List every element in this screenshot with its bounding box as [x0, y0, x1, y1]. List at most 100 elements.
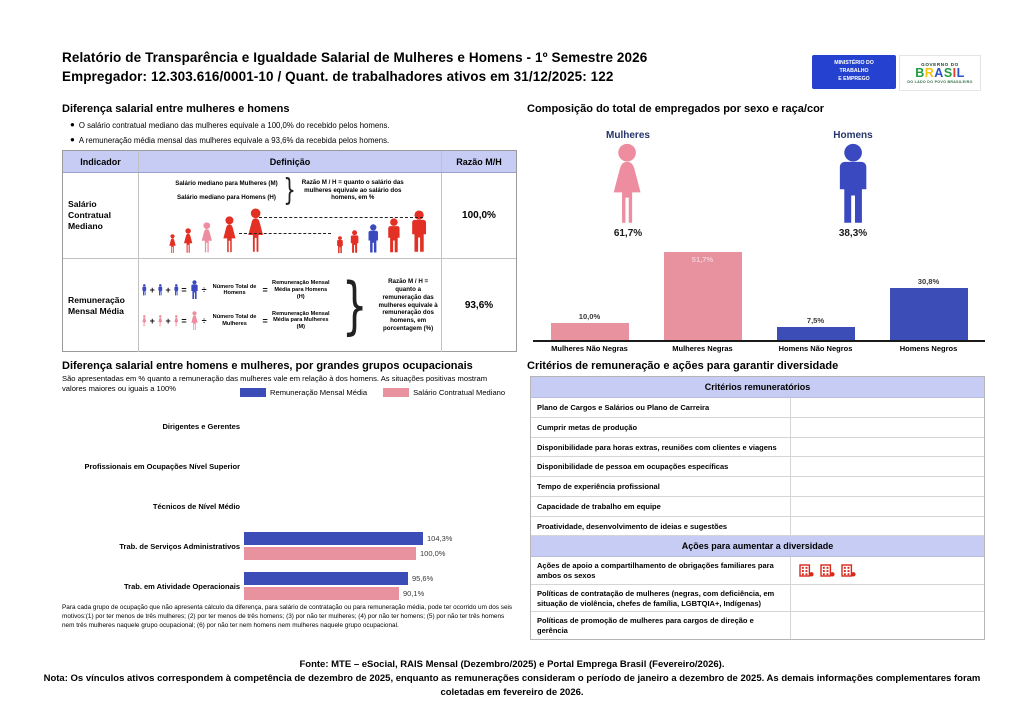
formula-women-divisor: Número Total de Mulheres — [212, 313, 257, 327]
chart-legend: Remuneração Mensal Média Salário Contrat… — [240, 388, 505, 397]
criteria-value-cell — [791, 438, 984, 457]
occupational-row: Profissionais em Ocupações Nível Superio… — [62, 446, 517, 486]
gov-logo-tagline: DO LADO DO POVO BRASILEIRO — [907, 79, 973, 84]
operator: + — [149, 315, 155, 326]
bar-value-label: 90,1% — [403, 589, 425, 598]
category-label: Homens Não Negros — [778, 344, 853, 353]
criteria-value-cell — [791, 477, 984, 496]
razao-value: 93,6% — [464, 300, 494, 311]
criteria-row: Proatividade, desenvolvimento de ideias … — [531, 516, 984, 537]
ocupacional-subtitle: São apresentadas em % quanto a remuneraç… — [62, 374, 488, 394]
woman-icon — [223, 216, 236, 253]
bar — [244, 587, 399, 600]
operator: + — [165, 315, 171, 326]
section-title-criterios: Critérios de remuneração e ações para ga… — [527, 360, 839, 372]
operator: + — [165, 285, 171, 296]
criteria-label: Plano de Cargos e Salários ou Plano de C… — [531, 398, 791, 417]
building-icon — [820, 564, 835, 577]
equals-operator: = — [262, 315, 268, 326]
criteria-row: Cumprir metas de produção — [531, 417, 984, 438]
footer-fonte: Fonte: MTE – eSocial, RAIS Mensal (Dezem… — [299, 659, 725, 670]
criteria-label: Políticas de promoção de mulheres para c… — [531, 612, 791, 639]
criteria-value-cell — [791, 497, 984, 516]
woman-icon — [190, 310, 198, 330]
bars-area: 95,6% 90,1% — [244, 572, 433, 600]
footer-nota: Nota: Os vínculos ativos correspondem à … — [43, 673, 981, 698]
homens-label: Homens — [833, 130, 873, 141]
mte-logo-text: MINISTÉRIO DO TRABALHO E EMPREGO — [834, 60, 874, 82]
razao-note: Razão M / H = quanto a remuneração das m… — [378, 278, 438, 332]
man-icon — [337, 236, 344, 254]
col-header-definicao: Definição — [139, 151, 442, 172]
man-icon — [158, 284, 163, 296]
occupational-row: Trab. em Atividade Operacionais 95,6% 90,1… — [62, 566, 517, 606]
median-dashed-line — [239, 233, 331, 234]
criteria-row: Disponibilidade de pessoa em ocupações e… — [531, 457, 984, 477]
bar-value-label: 10,0% — [578, 312, 601, 321]
section-title-composicao: Composição do total de empregados por se… — [527, 103, 825, 115]
mte-logo: MINISTÉRIO DO TRABALHO E EMPREGO — [812, 55, 896, 89]
formula-women-icons: + + = — [141, 310, 200, 331]
woman-icon — [174, 314, 178, 326]
bar — [550, 323, 629, 340]
formula-men-result: Remuneração Mensal Média para Homens (H) — [272, 280, 330, 300]
median-pictogram-left — [167, 208, 268, 254]
man-icon — [190, 280, 198, 300]
criteria-label: Disponibilidade de pessoa em ocupações e… — [531, 457, 791, 476]
bar-value-label: 30,8% — [917, 277, 940, 286]
homens-percent: 38,3% — [838, 228, 868, 239]
criteria-value-cell — [791, 418, 984, 437]
occupational-row: Trab. de Serviços Administrativos 104,3% 1… — [62, 526, 517, 566]
occupation-label: Profissionais em Ocupações Nível Superio… — [84, 461, 240, 471]
legend-label: Salário Contratual Mediano — [413, 388, 506, 397]
criteria-label: Capacidade de trabalho em equipe — [531, 496, 791, 516]
legend-item-remuneracao: Remuneração Mensal Média — [240, 388, 367, 397]
median-pictogram — [141, 206, 439, 256]
man-icon — [839, 143, 867, 223]
criteria-row: Plano de Cargos e Salários ou Plano de C… — [531, 398, 984, 418]
criteria-label: Cumprir metas de produção — [531, 417, 791, 437]
table-row-remuneracao-media: Remuneração Mensal Média + + = ÷ Número To… — [63, 259, 516, 352]
criteria-row: Tempo de experiência profissional — [531, 477, 984, 497]
occupation-label: Trab. em Atividade Operacionais — [123, 581, 240, 591]
brace-glyph: } — [283, 173, 296, 208]
criteria-row: Políticas de promoção de mulheres para c… — [531, 612, 984, 639]
formula-women: + + = ÷ Número Total de Mulheres = Remuner… — [141, 311, 332, 331]
section-title-diferenca: Diferença salarial entre mulheres e home… — [62, 103, 290, 115]
criteria-row: Ações de apoio a compartilhamento de obr… — [531, 557, 984, 585]
criteria-value-cell — [791, 517, 984, 536]
criteria-label: Proatividade, desenvolvimento de ideias … — [531, 516, 791, 536]
criteria-value-cell — [791, 612, 984, 639]
bar — [244, 532, 423, 545]
indicator-table: Indicador Definição Razão M/H Salário Co… — [62, 150, 517, 352]
legend-swatch-blue — [240, 388, 266, 397]
bar-slot: 10,0% — [533, 312, 646, 340]
bar — [889, 288, 968, 340]
definition-cell: + + = ÷ Número Total de Homens = Remuneraç… — [139, 259, 442, 352]
bar-value-label: 51,7% — [691, 255, 714, 264]
occupation-label: Dirigentes e Gerentes — [162, 421, 240, 431]
formula-men-divisor: Número Total de Homens — [212, 283, 257, 297]
bars-area: 104,3% 100,0% — [244, 532, 452, 560]
sex-race-chart-bars: 10,0% 51,7% 7,5% 30,8% — [533, 247, 985, 342]
operator: = — [181, 285, 187, 296]
indicator-table-header: Indicador Definição Razão M/H — [63, 151, 516, 173]
col-header-indicador: Indicador — [63, 151, 139, 172]
median-dashed-line — [259, 217, 423, 218]
bar: 51,7% — [663, 252, 742, 340]
gov-brasil-logo: GOVERNO DO BRASIL DO LADO DO POVO BRASIL… — [899, 55, 981, 91]
woman-icon — [158, 314, 163, 326]
criteria-value-cell — [791, 398, 984, 417]
bar — [244, 547, 416, 560]
report-title: Relatório de Transparência e Igualdade S… — [62, 50, 648, 65]
man-icon — [368, 224, 378, 253]
criteria-label: Tempo de experiência profissional — [531, 477, 791, 496]
bar — [244, 572, 408, 585]
woman-icon — [142, 314, 147, 326]
category-label: Mulheres Não Negras — [551, 344, 628, 353]
woman-icon — [183, 228, 193, 253]
woman-icon — [201, 222, 213, 253]
criteria-header-remuneratorios: Critérios remuneratórios — [531, 377, 984, 398]
criteria-label: Políticas de contratação de mulheres (ne… — [531, 584, 791, 612]
occupation-label: Trab. de Serviços Administrativos — [119, 541, 240, 551]
